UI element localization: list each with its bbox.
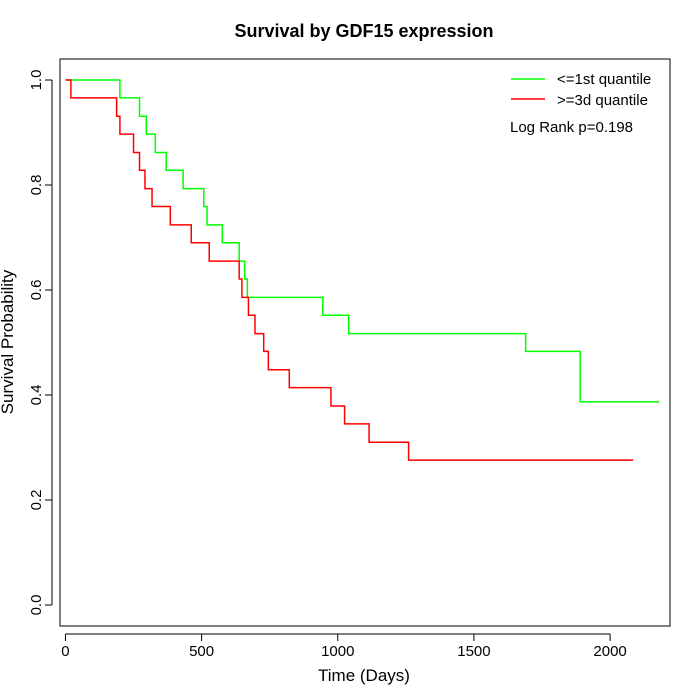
- y-tick-label: 0.4: [28, 385, 45, 406]
- legend-label-low: <=1st quantile: [557, 71, 651, 88]
- chart-title: Survival by GDF15 expression: [234, 21, 493, 41]
- x-tick-label: 500: [189, 643, 214, 660]
- y-tick-label: 0.6: [28, 280, 45, 301]
- x-axis-label: Time (Days): [318, 666, 410, 685]
- x-tick-label: 1500: [457, 643, 490, 660]
- survival-curve-low-quantile: [65, 79, 660, 403]
- log-rank-annotation: Log Rank p=0.198: [510, 119, 633, 136]
- y-axis-label: Survival Probability: [0, 269, 17, 414]
- series-layer: [65, 79, 660, 461]
- survival-curve-high-quantile: [65, 79, 634, 461]
- y-tick-label: 0.2: [28, 490, 45, 511]
- y-tick-label: 1.0: [28, 70, 45, 91]
- x-axis: 0 500 1000 1500 2000: [61, 633, 627, 660]
- y-tick-label: 0.8: [28, 175, 45, 196]
- plot-frame: [59, 58, 671, 627]
- x-tick-label: 0: [61, 643, 69, 660]
- y-axis: 0.0 0.2 0.4 0.6 0.8 1.0: [28, 70, 53, 616]
- y-tick-label: 0.0: [28, 595, 45, 616]
- legend-label-high: >=3d quantile: [557, 92, 648, 109]
- x-tick-label: 2000: [593, 643, 626, 660]
- x-tick-label: 1000: [321, 643, 354, 660]
- legend: <=1st quantile >=3d quantile Log Rank p=…: [510, 71, 651, 136]
